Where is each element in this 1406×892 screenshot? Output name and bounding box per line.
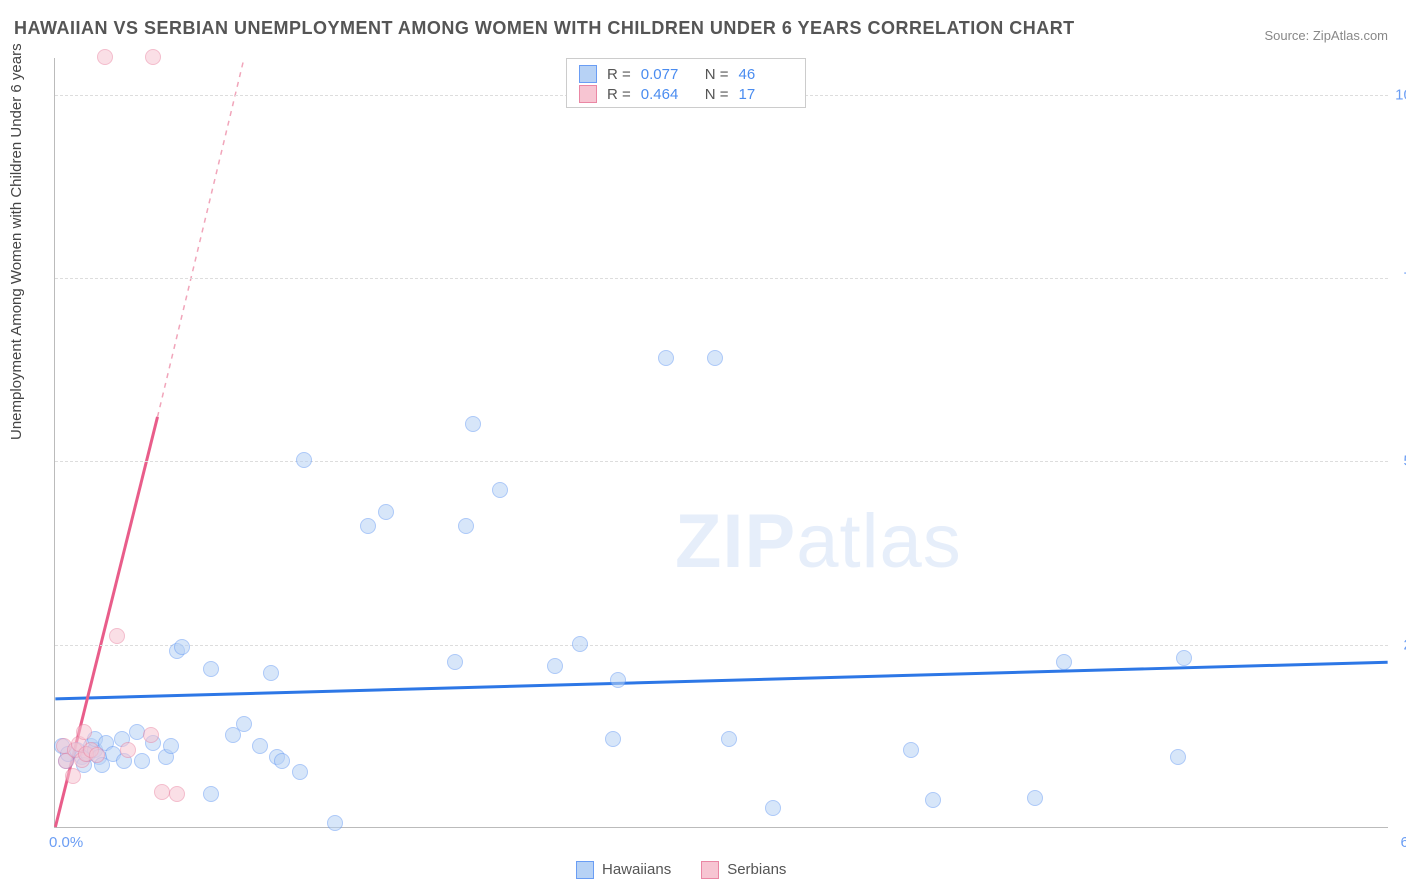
scatter-point [169,786,185,802]
legend-n-value: 46 [739,66,793,83]
scatter-point [274,753,290,769]
trend-overlay [55,58,1388,827]
scatter-point [296,452,312,468]
legend-swatch [701,861,719,879]
scatter-point [327,815,343,831]
legend-label: Hawaiians [602,861,671,878]
y-axis-label: Unemployment Among Women with Children U… [8,43,25,440]
scatter-point [360,518,376,534]
legend-item: Serbians [701,861,786,879]
scatter-point [1027,790,1043,806]
scatter-point [707,350,723,366]
scatter-point [145,49,161,65]
scatter-point [547,658,563,674]
legend-row: R = 0.077 N = 46 [579,65,793,83]
scatter-point [447,654,463,670]
legend-n-label: N = [705,86,729,103]
scatter-point [203,661,219,677]
scatter-point [765,800,781,816]
scatter-point [263,665,279,681]
ytick-label: 50.0% [1394,453,1406,470]
scatter-point [236,716,252,732]
gridline [55,278,1388,279]
legend-row: R = 0.464 N = 17 [579,85,793,103]
scatter-point [1176,650,1192,666]
legend-r-value: 0.077 [641,66,695,83]
ytick-label: 75.0% [1394,270,1406,287]
scatter-point [1170,749,1186,765]
scatter-point [292,764,308,780]
trend-line [55,662,1387,699]
source-credit: Source: ZipAtlas.com [1264,28,1388,43]
scatter-point [458,518,474,534]
legend-label: Serbians [727,861,786,878]
scatter-point [492,482,508,498]
scatter-point [465,416,481,432]
chart-title: HAWAIIAN VS SERBIAN UNEMPLOYMENT AMONG W… [14,18,1075,39]
gridline [55,461,1388,462]
scatter-point [721,731,737,747]
scatter-point [163,738,179,754]
scatter-point [143,727,159,743]
correlation-legend: R = 0.077 N = 46 R = 0.464 N = 17 [566,58,806,108]
scatter-point [925,792,941,808]
scatter-point [378,504,394,520]
scatter-point [203,786,219,802]
scatter-point [572,636,588,652]
ytick-label: 25.0% [1394,636,1406,653]
scatter-point [120,742,136,758]
scatter-point [610,672,626,688]
legend-swatch [579,85,597,103]
scatter-point [154,784,170,800]
legend-r-label: R = [607,66,631,83]
legend-n-value: 17 [739,86,793,103]
xtick-label-end: 60.0% [1400,834,1406,851]
legend-swatch [579,65,597,83]
scatter-point [65,768,81,784]
legend-r-label: R = [607,86,631,103]
scatter-point [605,731,621,747]
legend-item: Hawaiians [576,861,671,879]
scatter-point [76,724,92,740]
scatter-point [89,747,105,763]
scatter-point [97,49,113,65]
scatter-point [134,753,150,769]
scatter-point [174,639,190,655]
scatter-point [1056,654,1072,670]
series-legend: Hawaiians Serbians [576,861,786,879]
legend-n-label: N = [705,66,729,83]
xtick-label-start: 0.0% [49,834,83,851]
gridline [55,645,1388,646]
trend-line [158,58,245,417]
scatter-point [109,628,125,644]
legend-r-value: 0.464 [641,86,695,103]
legend-swatch [576,861,594,879]
scatter-point [903,742,919,758]
scatter-point [658,350,674,366]
ytick-label: 100.0% [1394,86,1406,103]
scatter-point [252,738,268,754]
chart-area: ZIPatlas 25.0%50.0%75.0%100.0%0.0%60.0% [54,58,1388,828]
